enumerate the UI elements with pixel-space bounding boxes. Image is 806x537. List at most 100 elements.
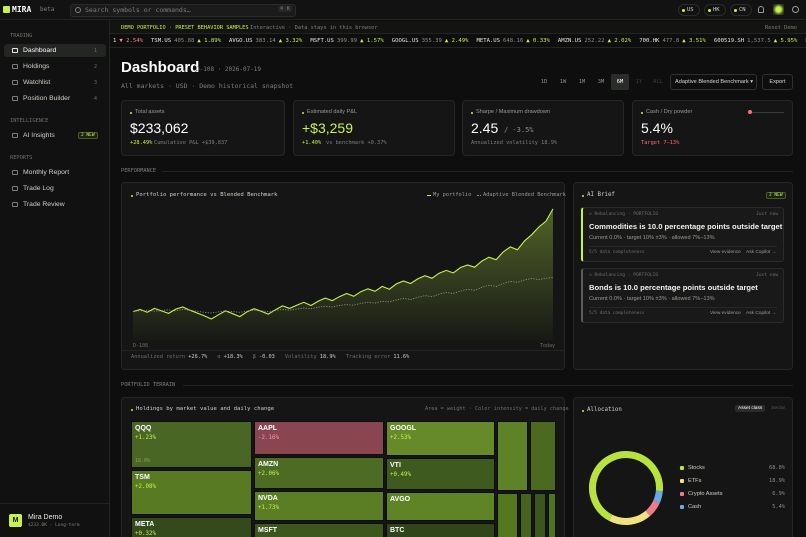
brief-completeness: 5/5 data completeness bbox=[589, 311, 645, 316]
range-button[interactable]: 6M bbox=[611, 74, 629, 90]
stat-label: Annualized return bbox=[131, 354, 186, 360]
market-label: HK bbox=[713, 7, 720, 13]
kpi-note: Target 7–13% bbox=[641, 140, 680, 146]
legend-swatch bbox=[427, 195, 431, 196]
market-pill[interactable] bbox=[730, 4, 752, 16]
kpi-dot bbox=[471, 112, 473, 114]
search-box[interactable] bbox=[70, 4, 296, 17]
brief-headline: Commodities is 10.0 percentage points ou… bbox=[589, 222, 783, 231]
nav-icon bbox=[12, 202, 18, 207]
nav-item[interactable]: Holdings bbox=[23, 63, 50, 70]
kpi-label: Estimated daily P&L bbox=[307, 109, 358, 115]
market-pill[interactable] bbox=[704, 4, 726, 16]
export-button[interactable]: Export bbox=[762, 74, 793, 90]
donut-segment bbox=[653, 490, 663, 504]
range-button: 1Y bbox=[635, 79, 643, 85]
brief-action[interactable]: Ask Copilot → bbox=[746, 250, 777, 255]
brief-action[interactable]: View evidence bbox=[710, 250, 741, 255]
search-placeholder: Search symbols or commands… bbox=[85, 6, 191, 14]
donut-segment bbox=[609, 510, 651, 525]
kpi-card bbox=[632, 100, 793, 156]
page-subtitle: All markets · USD · Demo historical snap… bbox=[121, 82, 294, 90]
tile-change: +0.32% bbox=[135, 531, 156, 537]
treemap-tile[interactable] bbox=[254, 421, 384, 455]
legend-swatch bbox=[680, 479, 684, 483]
legend-label: Crypto Assets bbox=[688, 491, 723, 497]
settings-icon[interactable] bbox=[792, 6, 799, 13]
ticker-price: 648.16 bbox=[503, 37, 524, 44]
ticker-price: 1,537.5 bbox=[747, 37, 771, 44]
brief-time: Just now bbox=[756, 273, 779, 278]
market-dot bbox=[734, 9, 737, 12]
user-name: Mira Demo bbox=[28, 514, 63, 521]
range-button[interactable]: 3M bbox=[597, 79, 605, 85]
ticker-item: MSFT.US 399.99 ▲ 1.57% bbox=[310, 38, 383, 44]
nav-item[interactable]: Monthly Report bbox=[23, 169, 70, 176]
brief-action[interactable]: Ask Copilot → bbox=[746, 311, 777, 316]
brief-dot bbox=[582, 195, 584, 197]
kpi-note: Cumulative P&L +$39,837 bbox=[154, 140, 228, 146]
brief-tag: ◇ Rebalancing · PORTFOLIO bbox=[589, 212, 659, 217]
nav-item[interactable]: Watchlist bbox=[23, 79, 51, 86]
toggle-button[interactable]: Sector bbox=[771, 406, 786, 411]
nav-item[interactable]: AI Insights bbox=[23, 132, 55, 139]
allocation-title: Allocation bbox=[587, 407, 622, 413]
brief-tag: ◇ Rebalancing · PORTFOLIO bbox=[589, 273, 659, 278]
tile-symbol: META bbox=[135, 521, 155, 528]
logo: MIRA bbox=[12, 5, 32, 14]
ticker-symbol: 700.HK bbox=[639, 37, 660, 44]
brief-detail: Current 0.0% · target 10% ±3% · allowed … bbox=[589, 296, 715, 302]
treemap-tile[interactable] bbox=[131, 470, 252, 515]
treemap-tile[interactable] bbox=[386, 421, 495, 456]
nav-item[interactable]: Trade Log bbox=[23, 185, 54, 192]
nav-item[interactable]: Position Builder bbox=[23, 95, 71, 102]
kpi-dot bbox=[130, 112, 132, 114]
treemap-tile[interactable] bbox=[386, 458, 495, 490]
ticker-change: ▲ 3.32% bbox=[278, 37, 303, 44]
treemap-tile[interactable] bbox=[254, 491, 384, 521]
treemap-tile[interactable] bbox=[131, 517, 252, 537]
treemap-tile[interactable] bbox=[254, 523, 384, 537]
range-selector: 1D 1W 1M 3M 6M 1Y ALL bbox=[535, 74, 667, 90]
bell-icon[interactable] bbox=[758, 6, 764, 13]
treemap-tile[interactable] bbox=[131, 421, 252, 468]
ticker-change: ▼ 2.54% bbox=[119, 37, 143, 44]
nav-section-title: TRADING bbox=[10, 33, 33, 39]
ticker-price: 399.99 bbox=[336, 37, 358, 44]
range-button[interactable]: 1W bbox=[559, 79, 567, 85]
nav-section-title: REPORTS bbox=[10, 155, 33, 161]
section-rule bbox=[163, 171, 793, 172]
range-button[interactable]: 1M bbox=[578, 79, 586, 85]
brief-item[interactable] bbox=[581, 268, 784, 323]
holdings-title: Holdings by market value and daily chang… bbox=[136, 406, 275, 412]
nav-item[interactable]: Trade Review bbox=[23, 201, 65, 208]
treemap-tile[interactable] bbox=[254, 457, 384, 489]
brief-badge: 2 NEW bbox=[766, 192, 786, 199]
brief-item[interactable] bbox=[581, 207, 784, 262]
market-dot bbox=[708, 9, 711, 12]
toggle-button[interactable]: Asset class bbox=[735, 405, 766, 412]
brief-action[interactable]: View evidence bbox=[710, 311, 741, 316]
market-dot bbox=[682, 9, 685, 12]
legend-swatch bbox=[680, 492, 684, 496]
nav-icon bbox=[12, 96, 18, 101]
treemap-tile[interactable] bbox=[386, 492, 495, 521]
treemap-tile bbox=[548, 493, 556, 537]
ticker-change: ▲ 5.95% bbox=[773, 37, 798, 44]
reset-demo[interactable]: Reset Demo bbox=[765, 25, 797, 31]
treemap-tile[interactable] bbox=[386, 523, 495, 537]
legend-label: Cash bbox=[688, 504, 702, 510]
nav-item[interactable]: Dashboard bbox=[23, 47, 57, 54]
ticker-symbol: 1 bbox=[113, 37, 117, 44]
benchmark-dropdown[interactable]: Adaptive Blended Benchmark ▾ bbox=[670, 74, 757, 90]
stat-value: 11.6% bbox=[393, 354, 410, 360]
market-pill[interactable] bbox=[678, 4, 700, 16]
user-avatar: M bbox=[9, 514, 22, 527]
nav-badge: 2 NEW bbox=[78, 132, 98, 139]
treemap-tile bbox=[497, 421, 528, 491]
brand-icon[interactable] bbox=[773, 4, 784, 15]
range-button[interactable]: 1D bbox=[540, 79, 548, 85]
ticker-item: 1 ▼ 2.54% bbox=[113, 38, 143, 44]
stat-label: Volatility bbox=[284, 354, 317, 360]
